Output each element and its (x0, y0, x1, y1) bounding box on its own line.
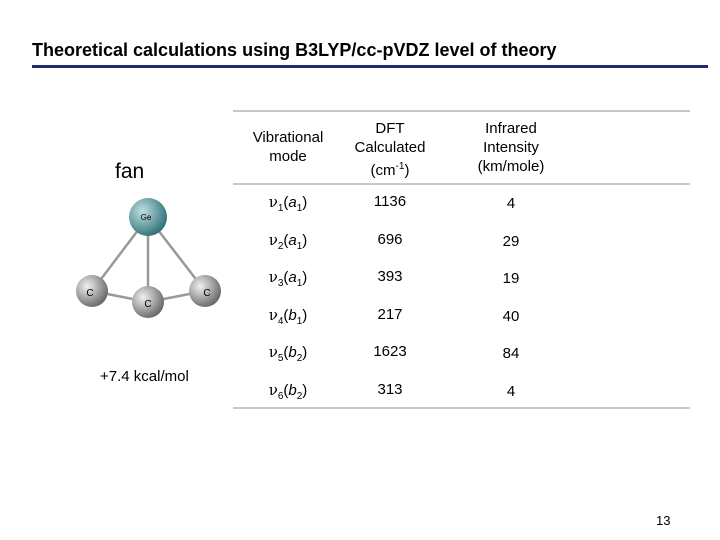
table-rule (233, 407, 690, 409)
atom (76, 275, 108, 307)
irrep: b (288, 344, 297, 361)
irrep: a (288, 194, 297, 211)
atom (132, 286, 164, 318)
atom-label: Ge (141, 213, 152, 222)
frequency-cell: 393 (377, 268, 403, 285)
mode-index: 5 (277, 353, 284, 364)
column-header: DFT Calculated (cm-1) (330, 119, 450, 180)
mode-index: 3 (277, 278, 284, 289)
intensity-cell: 4 (506, 382, 516, 400)
mode-index: 2 (277, 240, 284, 252)
mode-index: 4 (277, 315, 284, 327)
unit-exponent: -1 (395, 160, 405, 172)
nu: ν (268, 343, 278, 361)
header-line: Infrared (485, 119, 537, 137)
slide-title: Theoretical calculations using B3LYP/cc-… (32, 40, 557, 60)
irrep-index: 1 (296, 278, 303, 289)
irrep-index: 1 (296, 240, 303, 252)
nu: ν (268, 193, 278, 211)
frequency-cell: 217 (377, 305, 403, 323)
irrep: b (288, 306, 297, 324)
nu: ν (268, 230, 278, 249)
header-unit: (cm-1) (330, 157, 450, 180)
mode-index: 6 (277, 390, 284, 402)
atom (189, 275, 221, 307)
header-line: (km/mole) (477, 157, 545, 175)
structure-name: fan (115, 160, 145, 183)
irrep-index: 1 (296, 315, 303, 327)
atom-label: C (86, 288, 93, 299)
mode-cell: ν3(a1) (268, 268, 308, 289)
atom-label: C (203, 288, 210, 299)
mode-index: 1 (277, 203, 284, 214)
nu: ν (268, 380, 278, 399)
frequency-cell: 313 (377, 380, 403, 398)
table-rule (233, 183, 690, 185)
nu: ν (268, 268, 278, 286)
intensity-cell: 19 (502, 270, 520, 287)
header-line: Calculated (354, 138, 426, 156)
page-number: 13 (656, 513, 671, 528)
mode-cell: ν6(b2) (268, 380, 308, 402)
molecule: Ge C C C (76, 198, 221, 318)
frequency-cell: 1623 (373, 343, 407, 360)
title-rule (32, 65, 708, 68)
intensity-cell: 29 (502, 232, 520, 250)
irrep: b (288, 381, 297, 399)
column-header: Vibrational mode (228, 128, 348, 166)
mode-cell: ν1(a1) (268, 193, 308, 214)
irrep-index: 1 (296, 203, 303, 214)
unit: (cm (370, 161, 396, 179)
mode-cell: ν4(b1) (268, 305, 308, 327)
column-header: Infrared Intensity (km/mole) (451, 119, 571, 176)
unit-close: ) (404, 161, 410, 179)
header-line: DFT (375, 119, 405, 137)
irrep-index: 2 (296, 353, 303, 364)
header-line: Vibrational (252, 129, 324, 146)
header-line: Intensity (483, 138, 539, 156)
mode-cell: ν5(b2) (268, 343, 308, 364)
irrep: a (288, 231, 297, 249)
intensity-cell: 84 (502, 345, 520, 362)
irrep: a (288, 269, 297, 286)
atom (129, 198, 167, 236)
irrep-index: 2 (296, 390, 303, 402)
nu: ν (268, 305, 278, 324)
intensity-cell: 4 (506, 195, 516, 212)
header-line: mode (269, 148, 307, 165)
frequency-cell: 696 (377, 230, 403, 248)
mode-cell: ν2(a1) (268, 230, 308, 252)
frequency-cell: 1136 (373, 193, 407, 210)
atom-label: C (144, 299, 151, 310)
intensity-cell: 40 (502, 307, 520, 325)
energy: +7.4 kcal/mol (100, 368, 189, 385)
table-rule (233, 110, 690, 112)
